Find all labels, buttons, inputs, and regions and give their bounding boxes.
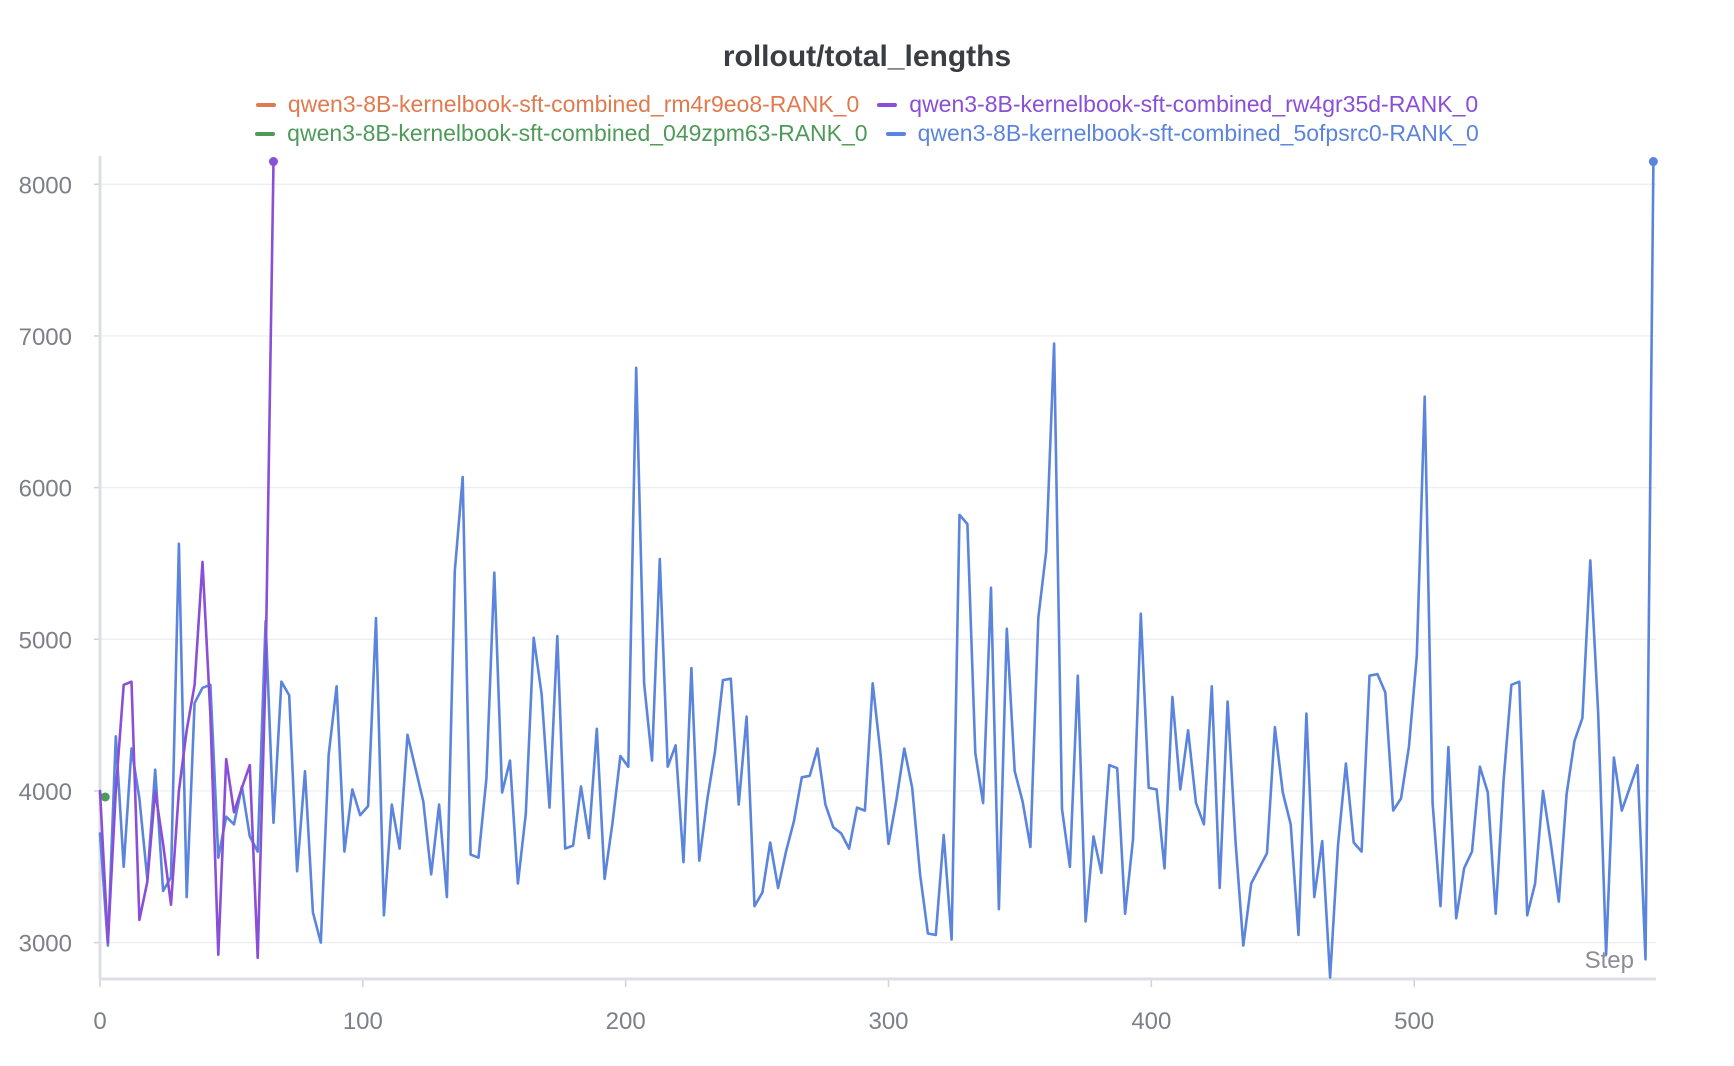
- legend-item-049zpm63[interactable]: qwen3-8B-kernelbook-sft-combined_049zpm6…: [255, 120, 868, 147]
- x-axis-label: Step: [1585, 947, 1634, 974]
- legend-swatch-5ofpsrc0: [885, 131, 906, 136]
- series-layer: [98, 157, 1658, 979]
- legend-label-049zpm63: qwen3-8B-kernelbook-sft-combined_049zpm6…: [287, 120, 868, 146]
- legend-label-5ofpsrc0: qwen3-8B-kernelbook-sft-combined_5ofpsrc…: [917, 120, 1479, 146]
- legend-item-rw4gr35d[interactable]: qwen3-8B-kernelbook-sft-combined_rw4gr35…: [877, 91, 1478, 118]
- chart-title: rollout/total_lengths: [722, 40, 1012, 73]
- y-tick-label-6000: 6000: [19, 476, 72, 503]
- x-tick-label-400: 400: [1131, 1008, 1171, 1035]
- legend-item-5ofpsrc0[interactable]: qwen3-8B-kernelbook-sft-combined_5ofpsrc…: [885, 120, 1479, 147]
- series-endpoint-rw4gr35d-RANK: [268, 157, 278, 167]
- y-tick-label-4000: 4000: [19, 779, 72, 806]
- x-tick-label-500: 500: [1394, 1008, 1434, 1035]
- x-tick-label-100: 100: [343, 1008, 383, 1035]
- legend-label-rm4r9eo8: qwen3-8B-kernelbook-sft-combined_rm4r9eo…: [287, 91, 860, 117]
- series-endpoint-5ofpsrc0-RANK: [1648, 157, 1658, 167]
- x-tick-label-200: 200: [606, 1008, 646, 1035]
- y-tick-label-5000: 5000: [19, 627, 72, 654]
- legend-swatch-rm4r9eo8: [255, 102, 276, 107]
- grid-layer: [100, 183, 1656, 944]
- series-line-rw4gr35d-RANK: [98, 160, 275, 960]
- y-tick-label-8000: 8000: [19, 172, 72, 199]
- y-tick-label-3000: 3000: [19, 931, 72, 958]
- y-tick-label-7000: 7000: [19, 324, 72, 351]
- legend: qwen3-8B-kernelbook-sft-combined_rm4r9eo…: [0, 90, 1734, 148]
- legend-item-rm4r9eo8[interactable]: qwen3-8B-kernelbook-sft-combined_rm4r9eo…: [255, 91, 860, 118]
- legend-row-2: qwen3-8B-kernelbook-sft-combined_049zpm6…: [0, 119, 1734, 148]
- series-line-5ofpsrc0-RANK: [98, 160, 1655, 979]
- axis-layer: 3000 4000 5000 6000 7000 8000 0 100 200 300 400 500: [19, 156, 1656, 1035]
- legend-label-rw4gr35d: qwen3-8B-kernelbook-sft-combined_rw4gr35…: [909, 91, 1479, 117]
- legend-row-1: qwen3-8B-kernelbook-sft-combined_rm4r9eo…: [0, 90, 1734, 119]
- x-tick-label-300: 300: [868, 1008, 908, 1035]
- legend-swatch-rw4gr35d: [877, 102, 898, 107]
- x-tick-label-0: 0: [93, 1008, 106, 1035]
- series-endpoint-049zpm63-RANK: [100, 792, 110, 802]
- legend-swatch-049zpm63: [255, 131, 276, 136]
